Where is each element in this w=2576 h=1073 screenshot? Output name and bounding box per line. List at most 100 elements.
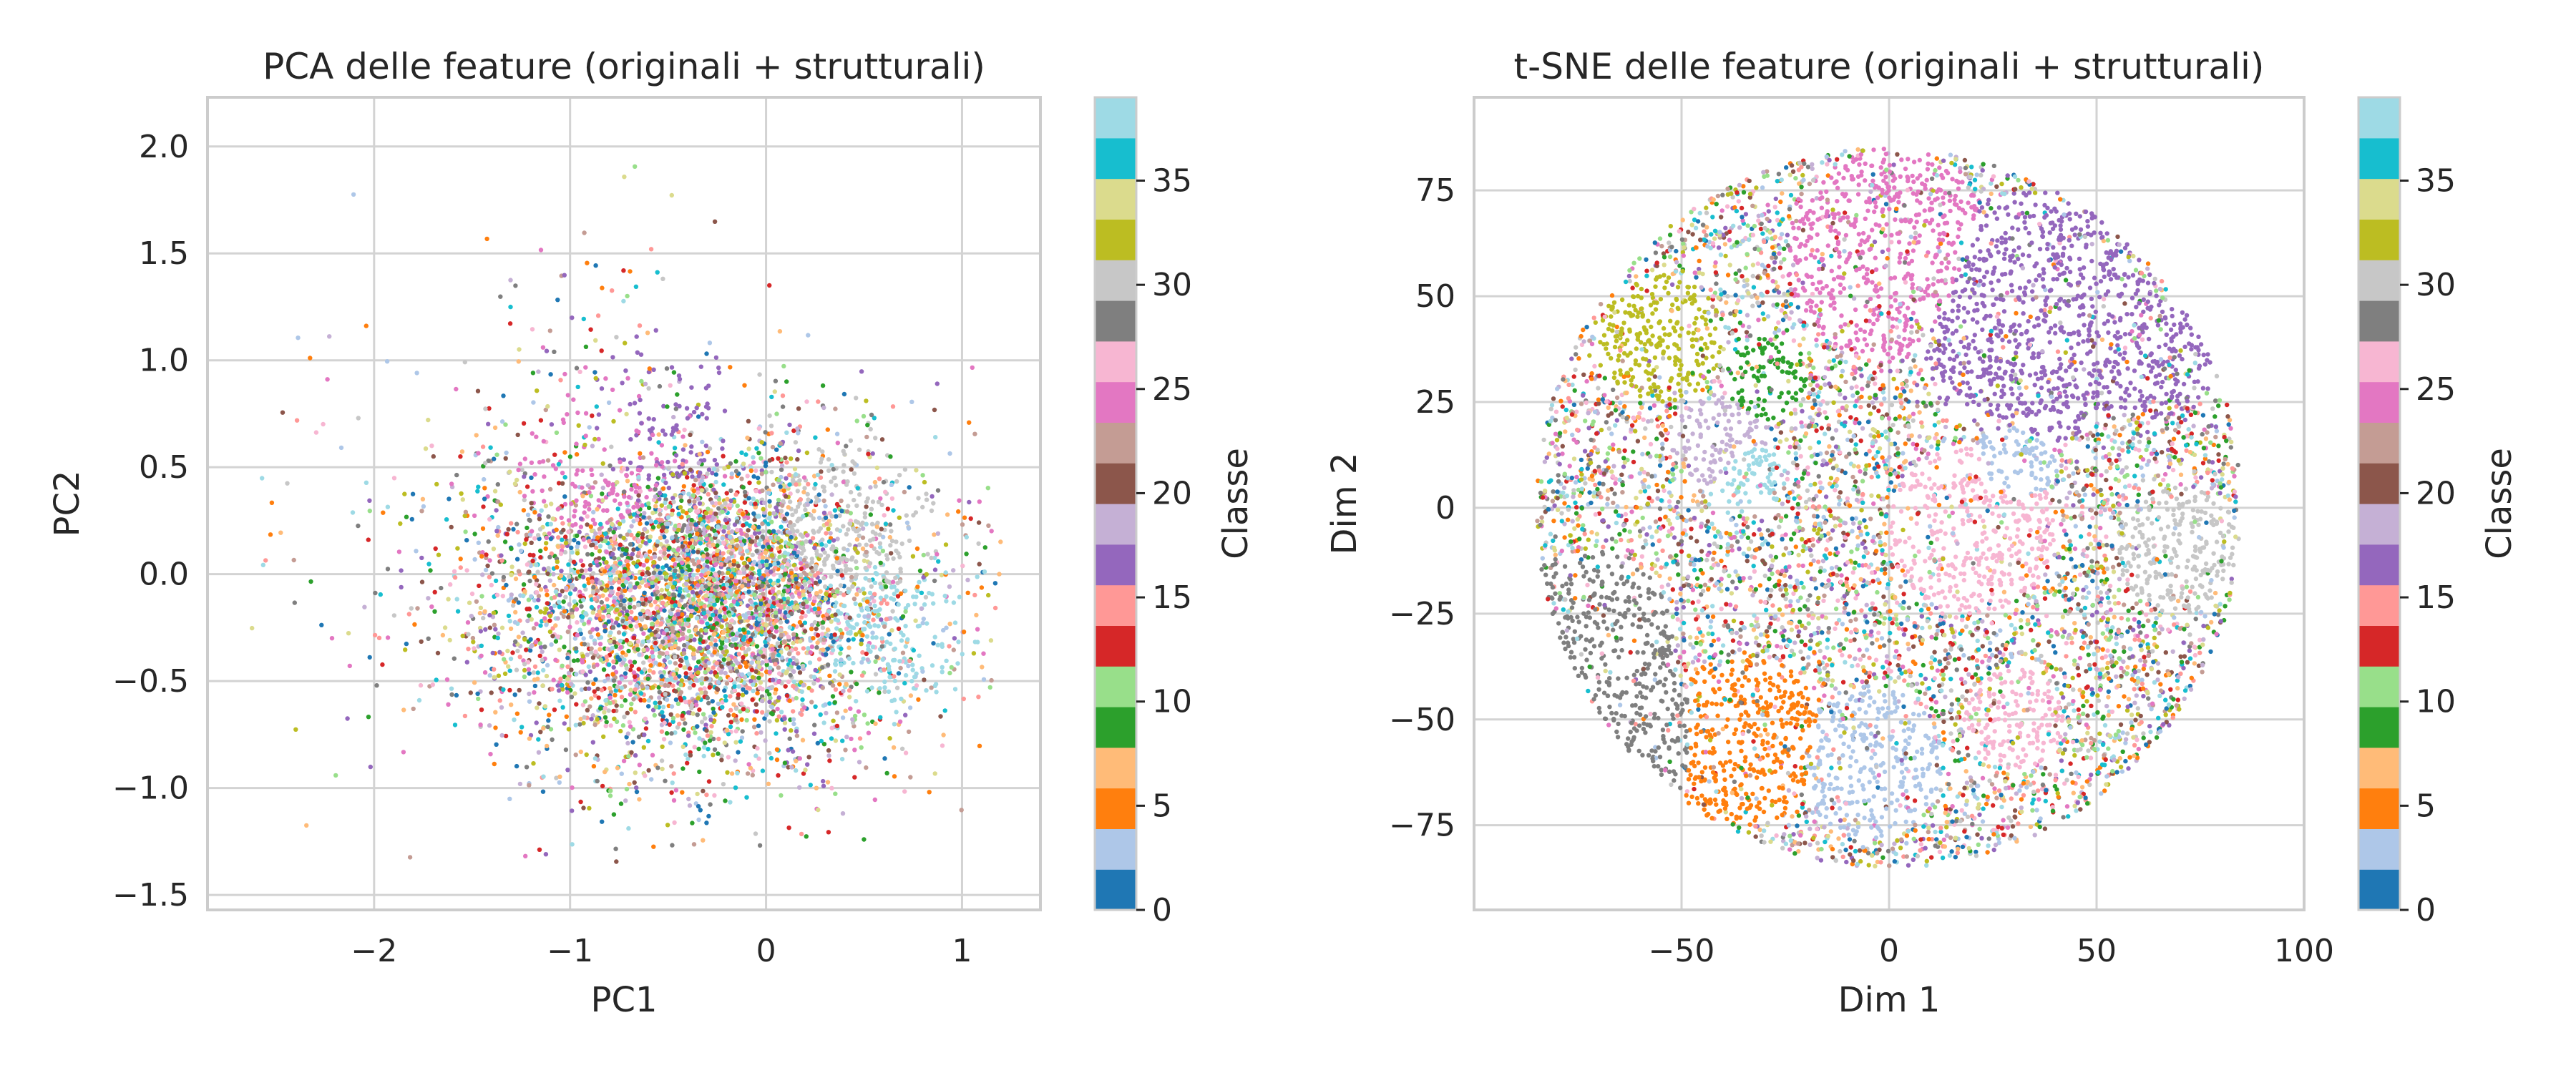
pca-point <box>492 675 497 680</box>
pca-point <box>519 467 525 473</box>
pca-point <box>596 412 602 417</box>
pca-point <box>843 708 848 713</box>
pca-point <box>864 599 870 604</box>
pca-point <box>855 486 861 491</box>
pca-point <box>805 762 810 767</box>
pca-point <box>826 615 831 621</box>
pca-point <box>673 524 678 529</box>
pca-point <box>720 446 725 451</box>
pca-point <box>686 593 691 598</box>
pca-point <box>852 713 858 719</box>
pca-point <box>479 653 484 658</box>
pca-point <box>707 738 713 743</box>
pca-point <box>525 525 530 531</box>
pca-point <box>589 646 594 651</box>
pca-point <box>797 756 803 761</box>
pca-point <box>834 501 840 507</box>
pca-point <box>661 737 667 742</box>
pca-point <box>753 501 758 506</box>
pca-point <box>580 660 585 665</box>
pca-point <box>581 720 586 726</box>
pca-point <box>500 594 505 599</box>
pca-point <box>688 614 694 619</box>
pca-point <box>659 443 665 448</box>
pca-point <box>346 631 351 636</box>
pca-point <box>940 665 945 670</box>
pca-point <box>811 681 816 686</box>
pca-point <box>653 483 659 488</box>
pca-point <box>483 567 489 573</box>
pca-point <box>769 431 774 436</box>
pca-point <box>602 539 608 544</box>
pca-point <box>927 790 932 795</box>
pca-point <box>739 476 744 481</box>
pca-point <box>622 598 627 603</box>
pca-point <box>698 637 703 642</box>
pca-point <box>924 688 929 693</box>
pca-point <box>696 414 701 419</box>
pca-point <box>680 790 685 795</box>
pca-point <box>887 675 892 680</box>
pca-point <box>611 529 616 535</box>
pca-point <box>910 667 915 672</box>
pca-point <box>562 273 567 278</box>
pca-point <box>744 717 749 723</box>
pca-point <box>817 579 822 584</box>
pca-point <box>663 571 668 576</box>
pca-point <box>864 651 869 657</box>
pca-point <box>646 476 651 481</box>
pca-point <box>656 440 661 445</box>
pca-point <box>345 716 350 721</box>
pca-point <box>368 764 373 770</box>
pca-point <box>585 260 590 265</box>
pca-point <box>522 667 527 673</box>
pca-point <box>676 646 681 651</box>
pca-point <box>619 695 625 700</box>
pca-point <box>998 539 1003 544</box>
pca-point <box>897 515 902 520</box>
pca-point <box>617 408 623 413</box>
pca-point <box>652 712 657 718</box>
pca-point <box>594 559 599 564</box>
pca-point <box>728 574 734 579</box>
pca-point <box>541 438 546 444</box>
pca-point <box>906 729 912 735</box>
pca-point <box>563 747 569 753</box>
pca-point <box>538 418 544 423</box>
pca-point <box>764 559 769 564</box>
pca-point <box>884 553 889 558</box>
pca-point <box>527 606 532 612</box>
pca-point <box>628 687 633 692</box>
pca-point <box>699 619 704 624</box>
pca-point <box>837 672 842 677</box>
pca-point <box>753 702 759 707</box>
pca-point <box>659 575 664 580</box>
pca-point <box>830 563 836 569</box>
pca-point <box>628 660 633 665</box>
pca-point <box>712 793 717 798</box>
pca-point <box>708 510 713 515</box>
pca-point <box>653 486 658 492</box>
pca-point <box>542 616 547 621</box>
pca-point <box>660 486 666 491</box>
pca-point <box>737 615 743 620</box>
pca-point <box>970 365 975 371</box>
pca-point <box>834 658 839 663</box>
pca-point <box>534 562 539 567</box>
pca-point <box>645 566 650 572</box>
pca-point <box>628 667 633 672</box>
pca-point <box>562 609 567 614</box>
pca-point <box>414 371 419 376</box>
pca-point <box>711 706 716 712</box>
pca-point <box>492 761 497 767</box>
pca-point <box>654 606 659 611</box>
pca-point <box>803 507 808 512</box>
pca-point <box>658 542 663 547</box>
pca-point <box>751 455 756 460</box>
pca-point <box>855 550 860 555</box>
pca-point <box>798 639 803 644</box>
pca-point <box>578 524 584 529</box>
pca-point <box>707 446 713 451</box>
pca-point <box>560 537 565 542</box>
pca-point <box>650 622 655 627</box>
